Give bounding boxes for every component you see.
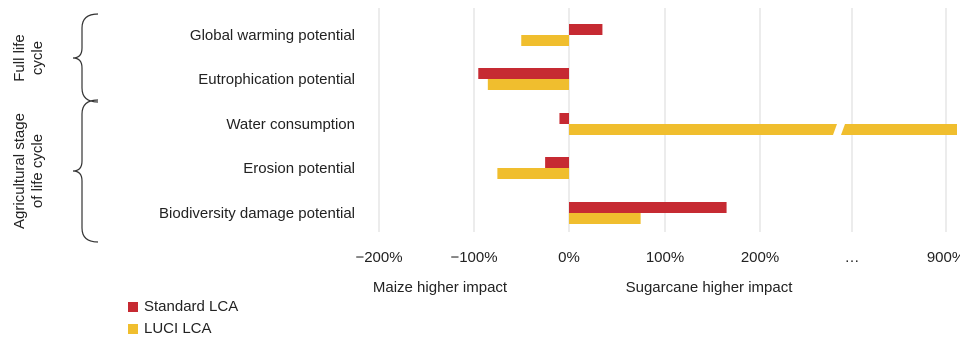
legend-swatch-standard-lca (128, 302, 138, 312)
group-label-full-life-cycle: Full lifecycle (11, 34, 46, 82)
bar-luci-lca-global-warming-potential (521, 35, 569, 46)
bar-luci-lca-water-consumption-continued (841, 124, 957, 135)
category-label-eutrophication-potential: Eutrophication potential (198, 71, 355, 88)
bar-luci-lca-biodiversity-damage-potential (569, 213, 641, 224)
group-brackets: Full lifecycle Agricultural stageof life … (11, 13, 99, 243)
category-label-global-warming-potential: Global warming potential (190, 27, 355, 44)
group-bracket (72, 13, 99, 103)
x-tick-label: … (845, 249, 860, 266)
legend-label-luci-lca: LUCI LCA (144, 320, 212, 337)
category-label-erosion-potential: Erosion potential (243, 160, 355, 177)
bar-luci-lca-water-consumption (569, 124, 837, 135)
bar-standard-lca-water-consumption (559, 113, 569, 124)
legend-swatch-luci-lca (128, 324, 138, 334)
bar-standard-lca-biodiversity-damage-potential (569, 202, 727, 213)
bars (478, 24, 957, 224)
bar-standard-lca-erosion-potential (545, 157, 569, 168)
legend-item-luci-lca: LUCI LCA (128, 318, 238, 340)
legend-item-standard-lca: Standard LCA (128, 296, 238, 318)
group-label-agricultural-stage-of-life-cycle: Agricultural stageof life cycle (11, 113, 46, 229)
bar-luci-lca-erosion-potential (497, 168, 569, 179)
category-label-water-consumption: Water consumption (226, 116, 355, 133)
x-tick-label: −100% (450, 249, 497, 266)
direction-label-positive: Sugarcane higher impact (626, 279, 794, 296)
legend-label-standard-lca: Standard LCA (144, 298, 239, 315)
gridlines (378, 8, 947, 232)
category-labels: Global warming potential Eutrophication p… (159, 27, 355, 222)
direction-label-negative: Maize higher impact (373, 279, 508, 296)
bar-standard-lca-eutrophication-potential (478, 68, 569, 79)
x-tick-label: 0% (558, 249, 580, 266)
x-tick-label: 200% (741, 249, 779, 266)
x-tick-labels: −200% −100% 0% 100% 200% … 900% (355, 249, 960, 266)
bar-luci-lca-eutrophication-potential (487, 79, 569, 90)
group-bracket (72, 99, 99, 243)
bar-standard-lca-global-warming-potential (569, 24, 603, 35)
x-tick-label: −200% (355, 249, 402, 266)
category-label-biodiversity-damage-potential: Biodiversity damage potential (159, 205, 355, 222)
x-tick-label: 900% (927, 249, 960, 266)
x-tick-label: 100% (646, 249, 684, 266)
legend: Standard LCA LUCI LCA (128, 296, 238, 340)
